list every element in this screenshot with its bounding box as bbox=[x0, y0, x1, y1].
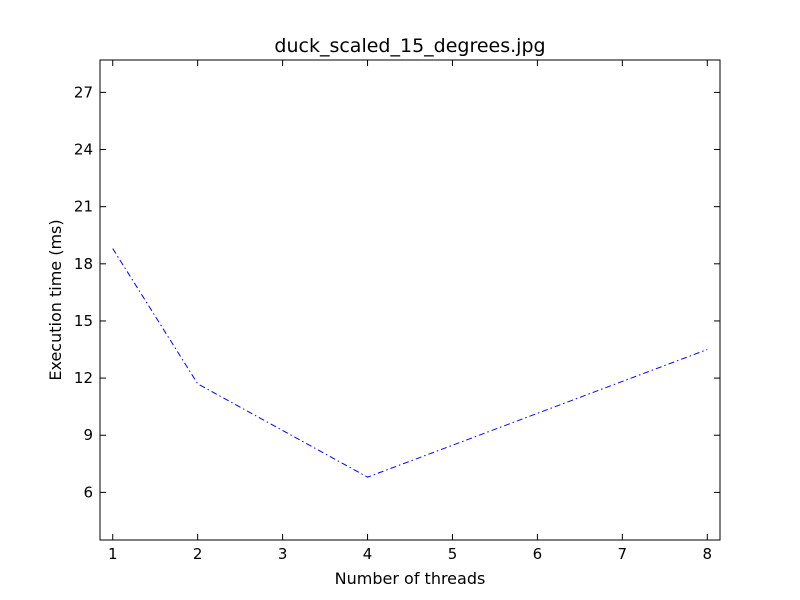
x-tick-label: 2 bbox=[193, 545, 203, 563]
x-axis-label: Number of threads bbox=[335, 569, 486, 588]
y-tick-label: 12 bbox=[74, 369, 93, 387]
y-axis-label: Execution time (ms) bbox=[46, 219, 65, 380]
x-tick-label: 7 bbox=[618, 545, 628, 563]
series-line bbox=[112, 248, 708, 478]
chart-title: duck_scaled_15_degrees.jpg bbox=[274, 35, 545, 57]
y-tick-label: 15 bbox=[74, 312, 93, 330]
y-tick-label: 6 bbox=[83, 483, 93, 501]
x-tick-label: 3 bbox=[278, 545, 288, 563]
x-tick-label: 4 bbox=[363, 545, 373, 563]
x-axis: 1 2 3 4 5 6 7 8 bbox=[108, 60, 712, 563]
x-tick-label: 8 bbox=[702, 545, 712, 563]
x-tick-label: 5 bbox=[448, 545, 458, 563]
x-tick-label: 6 bbox=[533, 545, 543, 563]
series-group bbox=[112, 248, 708, 478]
y-tick-label: 27 bbox=[74, 83, 93, 101]
y-axis: 6 9 12 15 18 21 24 27 bbox=[74, 83, 720, 501]
y-tick-label: 9 bbox=[83, 426, 93, 444]
y-tick-label: 24 bbox=[74, 141, 93, 159]
x-tick-label: 1 bbox=[108, 545, 118, 563]
y-tick-label: 21 bbox=[74, 198, 93, 216]
plot-area bbox=[99, 59, 721, 541]
y-tick-label: 18 bbox=[74, 255, 93, 273]
